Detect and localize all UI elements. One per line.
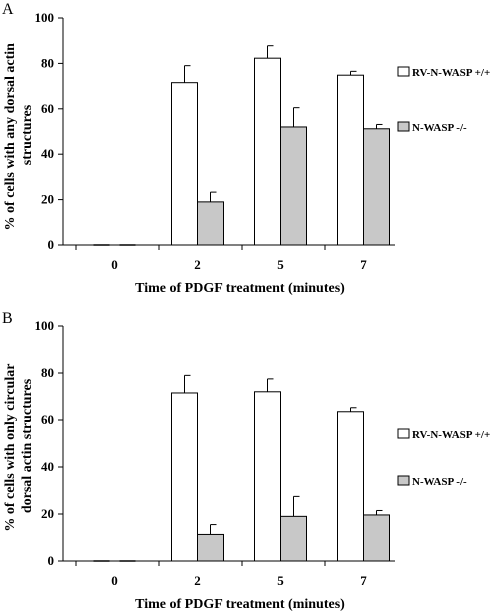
x-tick-label: 5 bbox=[277, 573, 284, 588]
x-tick-label: 2 bbox=[194, 573, 201, 588]
bar bbox=[337, 74, 364, 246]
y-tick-label: 100 bbox=[35, 10, 55, 25]
x-tick-label: 0 bbox=[111, 573, 118, 588]
bar bbox=[280, 515, 307, 562]
x-tick-label: 5 bbox=[277, 257, 284, 272]
y-axis-label-line-2: dorsal actin structures bbox=[20, 378, 35, 513]
legend-label: RV-N-WASP +/+ bbox=[412, 429, 490, 441]
panel-label: A bbox=[2, 1, 14, 18]
y-tick-label: 20 bbox=[41, 506, 54, 521]
legend-label: N-WASP -/- bbox=[412, 476, 467, 488]
y-tick-label: 100 bbox=[35, 318, 55, 333]
legend-label: RV-N-WASP +/+ bbox=[412, 67, 490, 79]
x-tick-label: 7 bbox=[360, 257, 367, 272]
bar bbox=[197, 201, 224, 246]
y-tick-label: 20 bbox=[41, 192, 54, 207]
chart-panel-b: B % of cells with only circular dorsal a… bbox=[2, 310, 490, 612]
x-axis-label: Time of PDGF treatment (minutes) bbox=[135, 597, 345, 612]
legend-swatch bbox=[397, 66, 410, 77]
y-axis-label-line-1: % of cells with only circular bbox=[3, 364, 18, 532]
legend-label: N-WASP -/- bbox=[412, 122, 467, 134]
y-tick-label: 60 bbox=[41, 101, 54, 116]
legend-swatch bbox=[397, 428, 410, 439]
x-tick-label: 7 bbox=[360, 573, 367, 588]
x-tick-label: 0 bbox=[111, 257, 118, 272]
bar bbox=[254, 391, 281, 562]
y-axis-label-line-1: % of cells with any dorsal actin bbox=[3, 43, 18, 231]
x-axis-label: Time of PDGF treatment (minutes) bbox=[135, 281, 345, 296]
bar-marks: 0 20 40 60 80 100 0 2 5 7 RV-N-WASP +/+ N-WASP -/- bbox=[35, 10, 491, 272]
legend-swatch bbox=[397, 121, 410, 132]
y-axis-label: % of cells with any dorsal actin structu… bbox=[3, 40, 35, 231]
y-tick-label: 0 bbox=[48, 553, 55, 568]
x-tick-label: 2 bbox=[194, 257, 201, 272]
bar bbox=[197, 533, 224, 562]
panel-label: B bbox=[2, 310, 13, 327]
bar bbox=[254, 57, 281, 246]
y-tick-label: 40 bbox=[41, 146, 54, 161]
bar bbox=[280, 126, 307, 246]
bar bbox=[171, 392, 198, 562]
bar bbox=[363, 128, 390, 246]
bar bbox=[337, 411, 364, 562]
y-axis-label-line-2: structures bbox=[20, 104, 35, 165]
y-tick-label: 40 bbox=[41, 459, 54, 474]
bar-marks: 0 20 40 60 80 100 0 2 5 7 RV-N-WASP +/+ N-WASP -/- bbox=[35, 318, 491, 588]
bar bbox=[363, 514, 390, 562]
bar bbox=[171, 82, 198, 246]
y-tick-label: 60 bbox=[41, 412, 54, 427]
chart-panel-a: A % of cells with any dorsal actin struc… bbox=[2, 1, 490, 296]
legend-swatch bbox=[397, 475, 410, 486]
y-tick-label: 0 bbox=[48, 237, 55, 252]
y-axis-label: % of cells with only circular dorsal act… bbox=[3, 360, 35, 531]
y-tick-label: 80 bbox=[41, 365, 54, 380]
y-tick-label: 80 bbox=[41, 55, 54, 70]
